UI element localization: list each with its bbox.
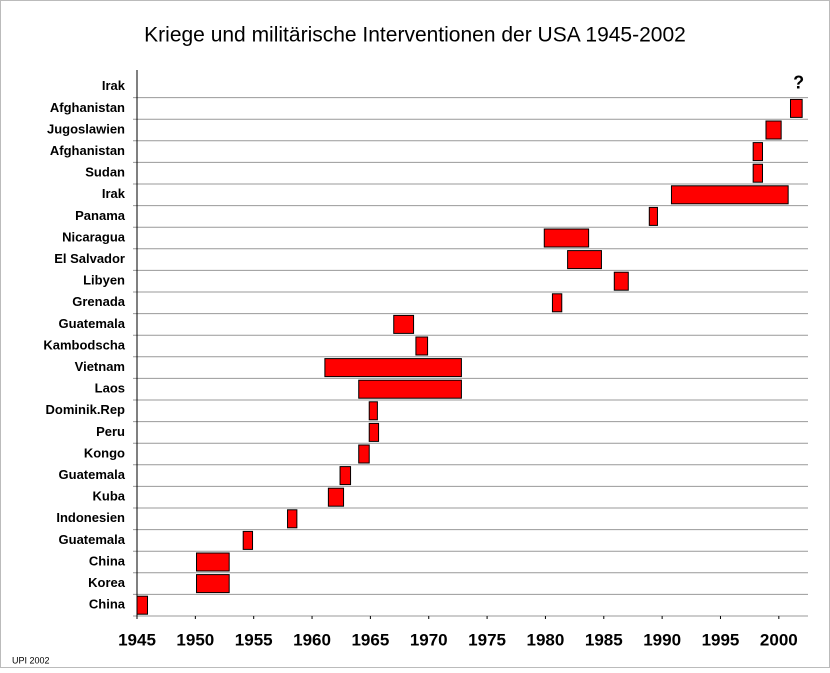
x-tick-label: 1955 bbox=[235, 630, 273, 649]
y-tick-label: Afghanistan bbox=[50, 143, 125, 158]
bar bbox=[670, 185, 789, 205]
y-tick-label: Irak bbox=[102, 186, 126, 201]
y-tick-label: Vietnam bbox=[75, 359, 125, 374]
bar bbox=[551, 293, 563, 313]
y-tick-label: Kongo bbox=[84, 445, 125, 460]
x-tick-label: 2000 bbox=[760, 630, 798, 649]
y-tick-label: Afghanistan bbox=[50, 100, 125, 115]
x-tick-label: 1995 bbox=[702, 630, 740, 649]
y-tick-label: Korea bbox=[88, 575, 126, 590]
x-tick-label: 1960 bbox=[293, 630, 331, 649]
annotation: ? bbox=[793, 73, 804, 93]
y-tick-label: Nicaragua bbox=[62, 229, 126, 244]
bar bbox=[324, 358, 462, 378]
y-tick-label: Panama bbox=[75, 208, 126, 223]
y-tick-label: Grenada bbox=[72, 294, 126, 309]
x-tick-label: 1950 bbox=[176, 630, 214, 649]
bar bbox=[196, 552, 230, 572]
bar bbox=[358, 444, 370, 464]
y-tick-label: Irak bbox=[102, 78, 126, 93]
bar bbox=[393, 314, 415, 334]
bar bbox=[567, 250, 602, 270]
bar bbox=[752, 142, 763, 162]
y-tick-label: Libyen bbox=[83, 273, 125, 288]
y-tick-label: Guatemala bbox=[59, 467, 126, 482]
x-tick-label: 1965 bbox=[351, 630, 389, 649]
bar bbox=[196, 574, 230, 594]
bar bbox=[327, 487, 345, 507]
x-tick-label: 1985 bbox=[585, 630, 623, 649]
x-tick-label: 1970 bbox=[410, 630, 448, 649]
x-tick-label: 1990 bbox=[643, 630, 681, 649]
x-tick-label: 1945 bbox=[118, 630, 156, 649]
y-tick-label: Sudan bbox=[85, 165, 125, 180]
bar bbox=[789, 98, 803, 118]
bar bbox=[415, 336, 429, 356]
y-tick-label: Laos bbox=[95, 381, 125, 396]
bar bbox=[765, 120, 782, 140]
chart-title: Kriege und militärische Interventionen d… bbox=[144, 24, 686, 47]
bar bbox=[136, 595, 149, 615]
y-tick-label: Dominik.Rep bbox=[46, 402, 126, 417]
source: UPI 2002 bbox=[12, 655, 50, 665]
y-tick-label: Kuba bbox=[93, 489, 126, 504]
y-tick-label: China bbox=[89, 597, 126, 612]
y-tick-label: Guatemala bbox=[59, 316, 126, 331]
bar bbox=[543, 228, 590, 248]
y-tick-label: Kambodscha bbox=[43, 337, 125, 352]
bar bbox=[242, 530, 254, 550]
bar bbox=[287, 509, 298, 529]
y-tick-label: Indonesien bbox=[56, 510, 125, 525]
bar bbox=[368, 422, 380, 442]
x-tick-label: 1980 bbox=[527, 630, 565, 649]
y-tick-label: El Salvador bbox=[54, 251, 125, 266]
bar bbox=[613, 271, 629, 291]
y-tick-label: Peru bbox=[96, 424, 125, 439]
y-tick-label: Jugoslawien bbox=[47, 121, 125, 136]
y-tick-label: China bbox=[89, 553, 126, 568]
bar bbox=[368, 401, 378, 421]
x-tick-label: 1975 bbox=[468, 630, 506, 649]
bar bbox=[358, 379, 462, 399]
bar bbox=[339, 466, 352, 486]
bar bbox=[648, 206, 658, 226]
y-tick-label: Guatemala bbox=[59, 532, 126, 547]
bar bbox=[752, 163, 763, 183]
